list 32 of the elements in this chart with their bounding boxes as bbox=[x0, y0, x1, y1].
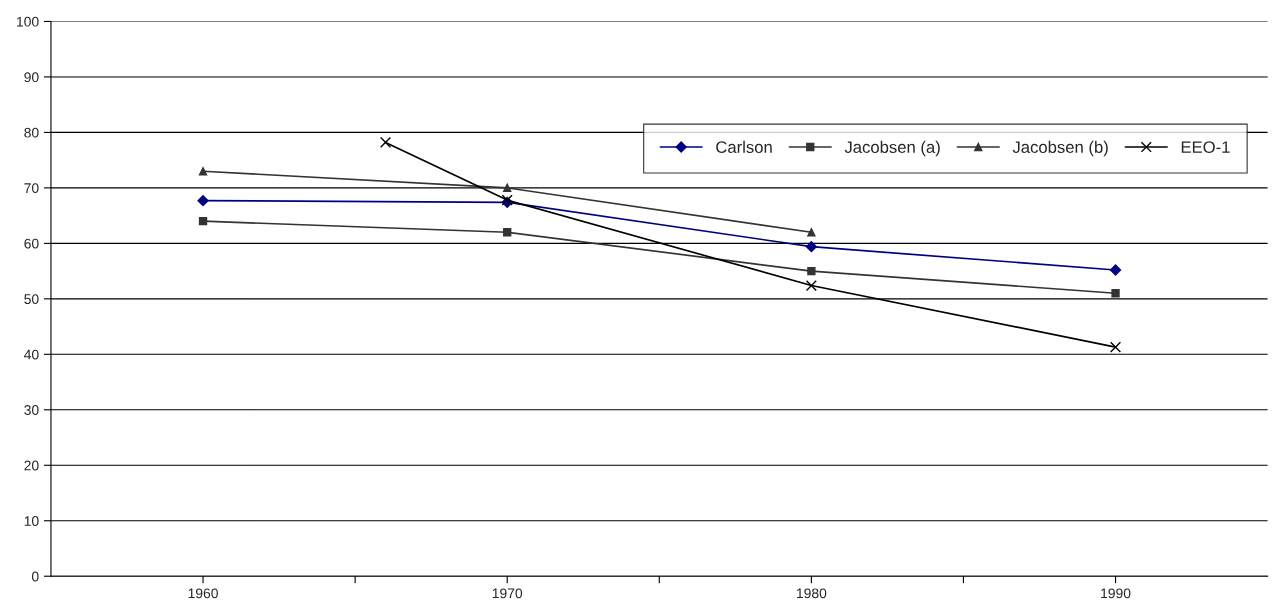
point bbox=[379, 136, 392, 148]
x-tick-label: 1990 bbox=[1101, 588, 1131, 599]
point bbox=[807, 266, 816, 276]
x-tick-label: 1960 bbox=[188, 588, 218, 599]
point bbox=[805, 279, 817, 292]
point bbox=[197, 195, 209, 207]
y-tick-label: 50 bbox=[24, 294, 39, 305]
point bbox=[805, 241, 817, 253]
y-tick-label: 90 bbox=[24, 72, 39, 83]
legend-label: Jacobsen (b) bbox=[1012, 140, 1108, 157]
y-tick-label: 0 bbox=[31, 571, 39, 582]
point bbox=[1109, 264, 1122, 276]
point bbox=[503, 183, 512, 193]
point bbox=[198, 167, 208, 176]
point bbox=[198, 217, 208, 226]
x-tick-label: 1970 bbox=[492, 588, 523, 599]
y-tick-label: 60 bbox=[24, 238, 39, 249]
legend-label: Jacobsen (a) bbox=[844, 140, 940, 157]
legend-label: EEO-1 bbox=[1181, 141, 1230, 154]
point bbox=[807, 228, 816, 237]
y-tick-label: 40 bbox=[24, 349, 39, 360]
y-tick-label: 80 bbox=[24, 127, 39, 138]
legend-label: Carlson bbox=[716, 140, 772, 154]
y-tick-label: 70 bbox=[24, 183, 39, 194]
point bbox=[1109, 341, 1122, 353]
point bbox=[1111, 289, 1120, 298]
point bbox=[503, 228, 512, 237]
y-tick-label: 10 bbox=[24, 516, 39, 526]
y-tick-label: 20 bbox=[24, 460, 39, 471]
y-tick-label: 100 bbox=[17, 16, 39, 27]
x-tick-label: 1980 bbox=[796, 588, 827, 599]
y-tick-label: 30 bbox=[24, 405, 39, 415]
